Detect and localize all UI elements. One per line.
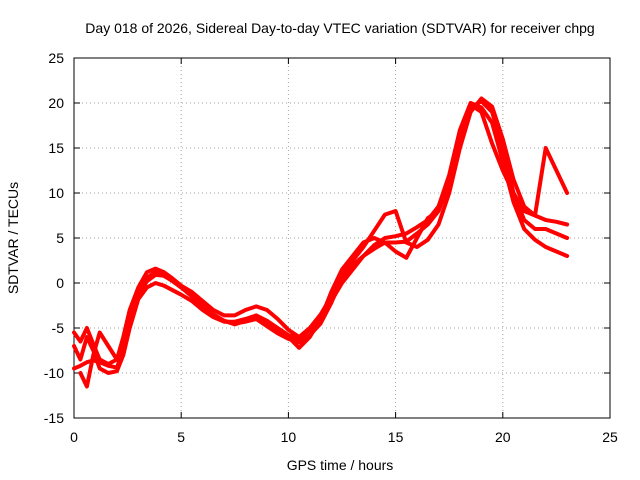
tick-labels: 0 5 10 15 20 25 -15 -10 -5 0 5 10 15 20 25 (44, 50, 618, 445)
y-tick-label: 10 (48, 185, 64, 201)
x-tick-label: 25 (602, 429, 618, 445)
y-tick-label: 15 (48, 140, 64, 156)
chart-title: Day 018 of 2026, Sidereal Day-to-day VTE… (85, 20, 594, 36)
y-tick-label: -10 (44, 365, 64, 381)
y-axis-label: SDTVAR / TECUs (5, 182, 21, 294)
x-tick-label: 5 (177, 429, 185, 445)
y-tick-label: 5 (56, 230, 64, 246)
y-tick-label: 25 (48, 50, 64, 66)
y-tick-label: 20 (48, 95, 64, 111)
y-tick-label: -5 (52, 320, 65, 336)
x-tick-label: 15 (388, 429, 404, 445)
x-tick-label: 20 (495, 429, 511, 445)
series-group (72, 96, 570, 389)
y-tick-label: 0 (56, 275, 64, 291)
x-axis-label: GPS time / hours (287, 457, 394, 473)
x-tick-label: 10 (281, 429, 297, 445)
grid-lines (74, 58, 610, 418)
x-tick-label: 0 (70, 429, 78, 445)
y-tick-label: -15 (44, 410, 64, 426)
axis-ticks (73, 57, 611, 419)
series-line-trace-4 (78, 102, 570, 389)
series-line-trace-3 (72, 101, 570, 375)
